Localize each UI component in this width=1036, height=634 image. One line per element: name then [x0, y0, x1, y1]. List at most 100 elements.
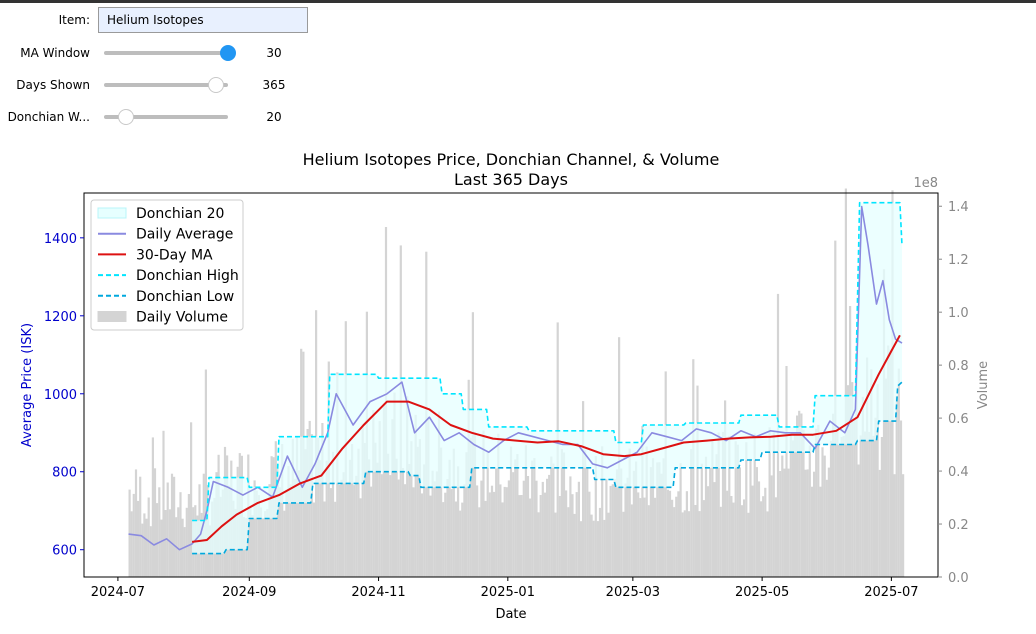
volume-bar	[562, 452, 566, 577]
volume-bar	[437, 411, 441, 577]
x-tick-label: 2025-07	[864, 585, 918, 600]
y-tick-label: 1200	[44, 310, 77, 325]
ma-window-thumb[interactable]	[220, 45, 236, 61]
volume-bar	[851, 382, 854, 577]
volume-bar	[770, 475, 773, 577]
volume-bar	[603, 519, 606, 577]
y2-axis-label: Volume	[976, 361, 991, 409]
volume-bar	[526, 476, 530, 577]
volume-bar	[389, 475, 392, 577]
volume-bar	[166, 482, 169, 577]
volume-bar	[459, 510, 462, 577]
volume-bar	[359, 498, 362, 577]
volume-bar	[859, 435, 862, 577]
volume-bar	[755, 467, 758, 577]
volume-bar	[469, 437, 472, 577]
volume-bar	[397, 479, 400, 577]
volume-bar	[630, 504, 633, 577]
volume-bar	[594, 456, 597, 577]
volume-bar	[546, 478, 549, 577]
volume-bar	[785, 366, 788, 577]
days-shown-track	[104, 83, 228, 87]
volume-bar	[660, 473, 663, 577]
volume-bar	[151, 437, 154, 577]
volume-bar	[694, 505, 697, 577]
volume-bar	[507, 480, 510, 577]
volume-bar	[662, 458, 665, 577]
volume-bar	[482, 430, 485, 577]
volume-bar	[420, 493, 424, 577]
volume-bar	[897, 368, 900, 577]
volume-bar	[372, 410, 375, 577]
volume-bar	[738, 467, 741, 577]
volume-bar	[607, 512, 610, 577]
volume-bar	[596, 521, 599, 577]
volume-bar	[666, 489, 669, 577]
volume-bar	[183, 527, 186, 577]
volume-bar	[889, 349, 892, 577]
volume-bar	[476, 485, 479, 577]
volume-bar	[719, 506, 722, 577]
legend-label: Daily Average	[136, 227, 233, 243]
volume-bar	[401, 468, 405, 577]
volume-bar	[376, 462, 379, 577]
volume-bar	[569, 476, 572, 577]
volume-bar	[543, 492, 546, 577]
volume-bar	[789, 434, 792, 577]
volume-bar	[668, 490, 672, 577]
volume-bar	[882, 269, 886, 577]
donchian-window-thumb[interactable]	[118, 109, 135, 125]
donchian-window-slider[interactable]	[104, 109, 228, 125]
x-tick-label: 2025-05	[735, 585, 789, 600]
volume-bar	[700, 463, 703, 577]
volume-bar	[427, 417, 430, 577]
volume-bar	[387, 453, 390, 577]
volume-bar	[647, 505, 650, 577]
volume-bar	[813, 471, 816, 577]
volume-bar	[331, 451, 335, 577]
volume-bar	[624, 483, 627, 577]
volume-bar	[605, 479, 608, 577]
item-input[interactable]	[98, 7, 308, 33]
legend-label: Donchian High	[136, 268, 239, 284]
volume-bar	[190, 422, 193, 577]
volume-bar	[656, 462, 659, 577]
volume-bar	[573, 513, 576, 577]
volume-bar	[855, 353, 858, 577]
volume-bar	[842, 436, 845, 577]
volume-bar	[351, 444, 354, 577]
volume-bar	[681, 512, 684, 577]
volume-bar	[658, 462, 661, 577]
volume-bar	[158, 487, 161, 577]
volume-bar	[554, 512, 557, 577]
volume-bar	[529, 498, 532, 577]
volume-bar	[448, 459, 451, 577]
volume-bar	[643, 497, 646, 577]
volume-bar	[783, 468, 786, 577]
volume-bar	[857, 464, 860, 577]
days-shown-slider[interactable]	[104, 77, 228, 93]
y-tick-label: 1400	[44, 232, 77, 247]
donchian-window-value: 20	[266, 110, 282, 124]
days-shown-thumb[interactable]	[207, 77, 224, 93]
volume-bar	[325, 460, 328, 577]
volume-bar	[675, 496, 678, 577]
y2-tick-label: 1.4	[948, 200, 969, 215]
volume-bar	[480, 480, 483, 577]
volume-bar	[255, 490, 258, 577]
volume-bar	[779, 471, 782, 577]
volume-bar	[740, 505, 744, 577]
volume-bar	[435, 471, 438, 577]
y2-tick-label: 1.2	[948, 253, 969, 268]
volume-bar	[702, 500, 705, 577]
chart-title: Helium Isotopes Price, Donchian Channel,…	[303, 150, 720, 169]
volume-bar	[853, 420, 856, 577]
legend: Donchian 20 Daily Average 30-Day MA Donchia…	[90, 199, 244, 331]
ma-window-slider[interactable]	[104, 45, 236, 61]
volume-bar	[393, 392, 396, 577]
volume-bar	[539, 495, 542, 577]
volume-bar	[654, 497, 657, 577]
volume-bar	[687, 511, 691, 577]
x-axis-label: Date	[495, 607, 526, 622]
